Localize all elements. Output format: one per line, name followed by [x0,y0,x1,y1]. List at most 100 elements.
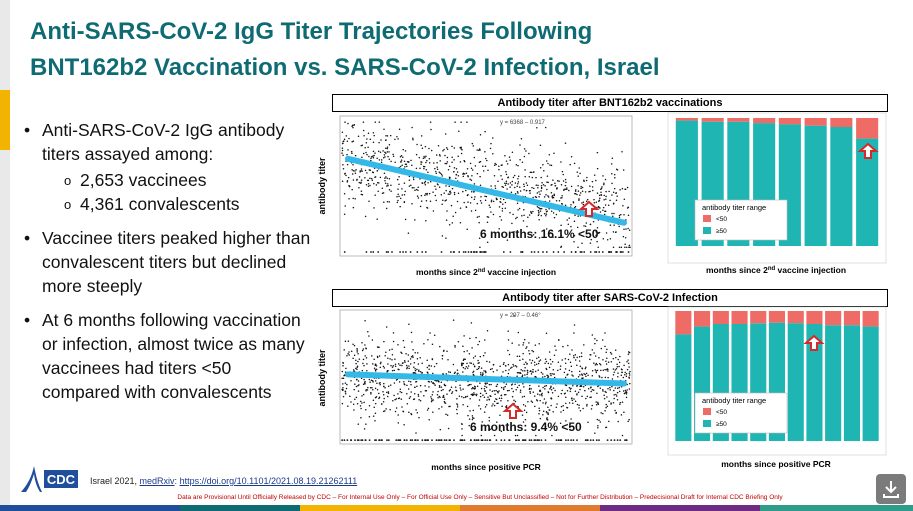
scatter-point [414,219,416,221]
scatter-point [576,439,578,441]
scatter-point [535,184,538,186]
scatter-point [453,166,456,169]
scatter-point [591,388,594,391]
scatter-point [388,201,391,203]
scatter-point [609,199,611,202]
scatter-point [539,208,542,210]
scatter-point [378,121,381,123]
scatter-point [486,439,489,441]
scatter-point [438,186,441,188]
scatter-point [469,337,471,340]
scatter-point [484,352,486,354]
scatter-point [361,402,363,404]
scatter-point [522,352,524,355]
scatter-point [477,343,479,346]
scatter-point [533,395,536,397]
scatter-point [449,193,451,196]
scatter-point [472,394,475,396]
scatter-point [347,176,350,179]
scatter-point [442,396,444,398]
scatter-point [366,389,369,391]
scatter-point [580,251,583,253]
scatter-point [546,175,549,177]
scatter-point [508,439,511,441]
scatter-point [361,395,363,397]
scatter-point [584,373,586,376]
scatter-point [454,211,457,214]
scatter-point [482,165,484,168]
scatter-point [605,360,607,363]
scatter-point [505,405,508,407]
scatter-point [406,165,408,168]
scatter-point [550,363,552,365]
scatter-point [432,210,435,212]
scatter-point [622,390,625,392]
scatter-point [354,154,357,157]
scatter-point [374,412,377,415]
scatter-point [405,352,407,355]
scatter-point [420,161,423,163]
download-button[interactable] [876,474,906,504]
scatter-point [470,167,473,170]
scatter-point [628,388,631,390]
scatter-point [560,202,563,205]
scatter-point [484,195,486,198]
scatter-point [368,169,371,171]
scatter-point [409,251,412,253]
scatter-point [599,363,602,366]
scatter-point [612,357,615,360]
scatter-point [356,179,358,181]
scatter-point [606,439,609,441]
scatter-point [464,251,467,253]
scatter-point [402,156,404,158]
scatter-point [361,349,364,352]
scatter-point [553,152,555,155]
scatter-point [412,356,414,358]
scatter-point [437,390,439,393]
scatter-point [602,206,605,209]
scatter-point [352,179,355,181]
scatter-point [342,361,344,364]
scatter-point [601,339,604,341]
scatter-point [378,141,380,144]
scatter-point [380,161,383,164]
scatter-point [406,367,408,370]
scatter-point [623,364,625,367]
scatter-point [470,179,473,182]
scatter-point [362,393,365,396]
scatter-point [348,137,350,140]
citation-link[interactable]: https://doi.org/10.1101/2021.08.19.21262… [179,476,358,486]
scatter-point [539,193,541,195]
scatter-point [450,192,452,194]
disclaimer: Data are Provisional Until Officially Re… [177,494,783,501]
scatter-point [598,357,600,359]
scatter-point [401,362,404,364]
scatter-point [366,369,368,372]
scatter-point [618,361,621,364]
scatter-point [616,399,619,401]
scatter-point [613,394,615,396]
scatter-point [479,251,482,253]
scatter-point [612,401,615,404]
scatter-point [343,349,345,351]
scatter-point [567,373,569,375]
scatter-point [444,133,447,135]
scatter-point [511,387,513,390]
scatter-point [552,212,555,214]
scatter-point [391,358,393,361]
scatter-point [460,364,463,367]
scatter-point [485,403,488,406]
scatter-point [505,383,508,385]
scatter-point [425,169,428,171]
scatter-point [539,399,541,402]
scatter-point [596,167,599,170]
scatter-point [470,393,473,396]
scatter-point [596,151,599,154]
scatter-point [547,181,549,184]
scatter-point [613,187,616,190]
scatter-point [369,184,371,187]
bar-segment-below50 [712,311,729,324]
scatter-point [345,367,347,370]
scatter-point [538,407,540,409]
scatter-point [364,383,366,385]
